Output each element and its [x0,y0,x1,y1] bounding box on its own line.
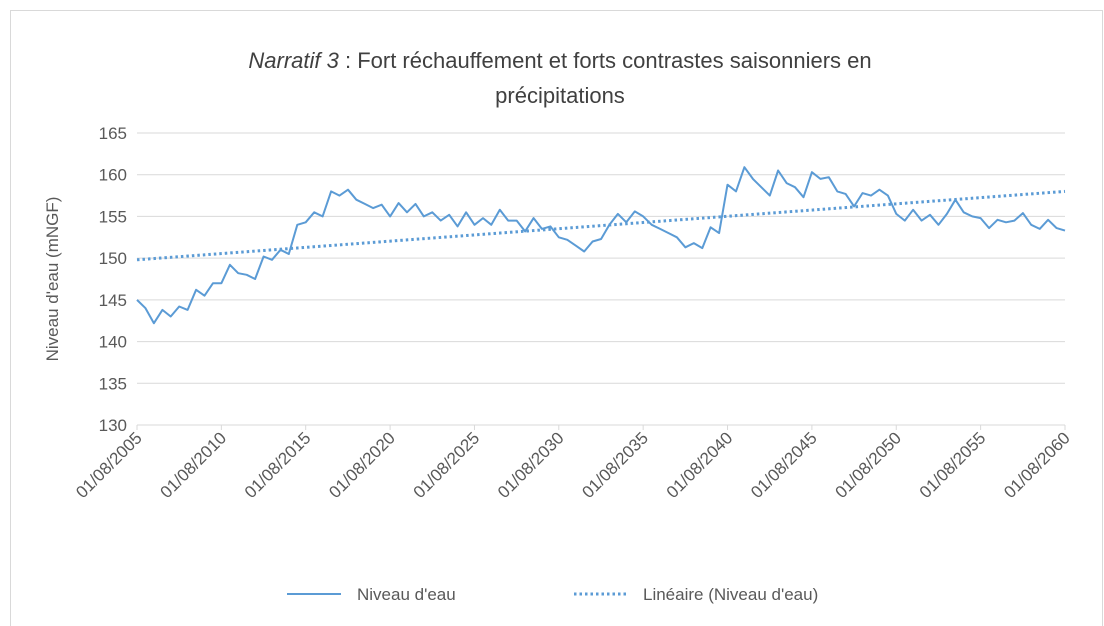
title-line: : Fort réchauffement et forts contrastes… [339,48,872,73]
chart-title: précipitations [495,83,625,108]
title-italic: Narratif 3 [248,48,339,73]
y-tick-label: 140 [99,333,127,352]
chart-title: Narratif 3 : Fort réchauffement et forts… [248,48,871,73]
data-line [136,166,1066,325]
y-tick-label: 165 [99,124,127,143]
y-tick-label: 150 [99,249,127,268]
y-tick-label: 160 [99,166,127,185]
y-tick-label: 130 [99,416,127,435]
y-axis-label: Niveau d'eau (mNGF) [43,197,62,362]
y-tick-label: 145 [99,291,127,310]
trend-line [136,189,1066,262]
y-tick-label: 135 [99,374,127,393]
y-tick-label: 155 [99,207,127,226]
legend-label: Linéaire (Niveau d'eau) [643,585,818,604]
chart-frame [10,10,1103,626]
legend-label: Niveau d'eau [357,585,456,604]
